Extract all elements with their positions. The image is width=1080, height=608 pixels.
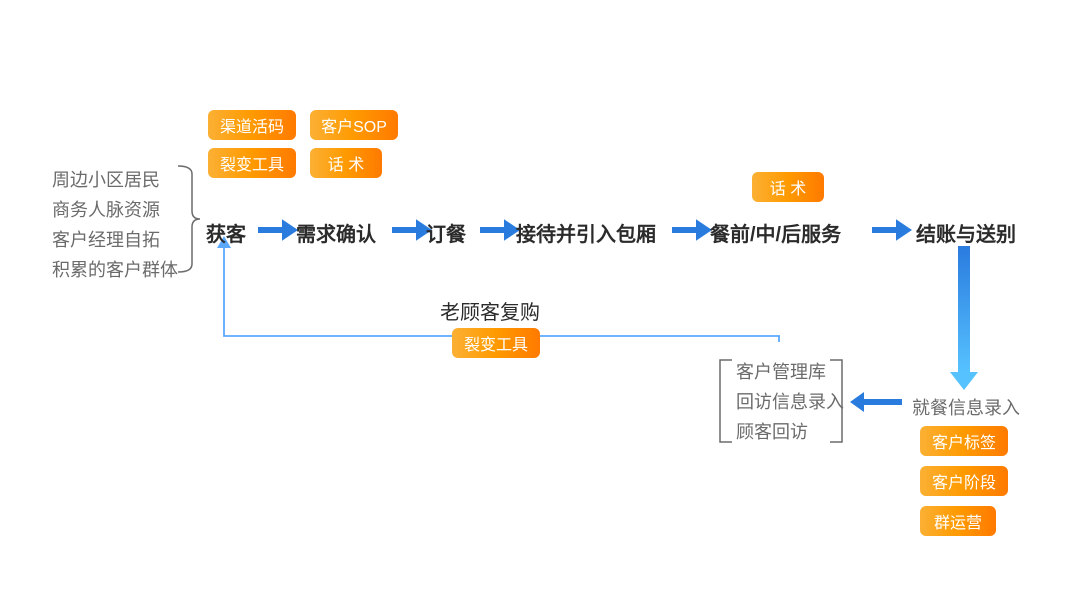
source-item-3: 积累的客户群体	[52, 256, 178, 282]
source-item-1: 商务人脉资源	[52, 196, 160, 222]
pill-top-2: 裂变工具	[208, 148, 296, 178]
source-item-0: 周边小区居民	[52, 166, 160, 192]
back-arrow	[850, 392, 864, 412]
diagram-stage: 周边小区居民商务人脉资源客户经理自拓积累的客户群体 获客 需求确认 订餐 接待并引入包厢…	[0, 0, 1080, 608]
pill-top-3: 话 术	[310, 148, 382, 178]
flow-step-order: 订餐	[426, 218, 466, 247]
flow-step-confirm: 需求确认	[296, 218, 376, 247]
pill-top-4: 话 术	[752, 172, 824, 202]
entry-node: 就餐信息录入	[912, 394, 1020, 420]
pill-top-0: 渠道活码	[208, 110, 296, 140]
loop-title: 老顾客复购	[440, 296, 540, 325]
flow-step-checkout: 结账与送别	[916, 218, 1016, 247]
followup-item-0: 客户管理库	[736, 358, 826, 384]
source-item-2: 客户经理自拓	[52, 226, 160, 252]
connector-layer	[0, 0, 1080, 608]
flow-step-service: 餐前/中/后服务	[710, 218, 841, 247]
pill-bottom-2: 群运营	[920, 506, 996, 536]
flow-arrow-4	[896, 219, 912, 241]
loop-pill: 裂变工具	[452, 328, 540, 358]
flow-step-acquire: 获客	[206, 218, 246, 247]
down-arrow-body	[958, 246, 970, 372]
pill-top-1: 客户SOP	[310, 110, 398, 140]
followup-bracket-left	[720, 360, 732, 442]
pill-bottom-0: 客户标签	[920, 426, 1008, 456]
source-bracket	[178, 166, 200, 272]
followup-item-1: 回访信息录入	[736, 388, 844, 414]
down-arrow-head	[950, 372, 978, 390]
flow-step-receive: 接待并引入包厢	[516, 218, 656, 247]
pill-bottom-1: 客户阶段	[920, 466, 1008, 496]
followup-item-2: 顾客回访	[736, 418, 808, 444]
